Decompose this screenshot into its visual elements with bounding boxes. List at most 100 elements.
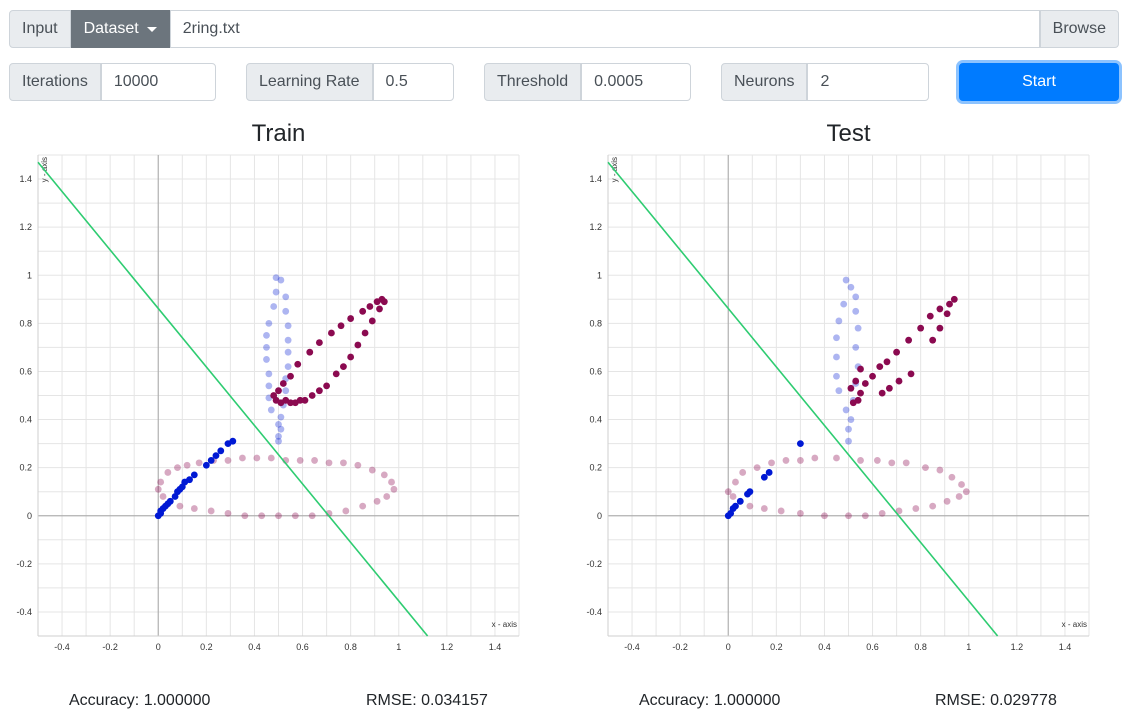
scatter-point-class-b-faded bbox=[311, 457, 318, 464]
scatter-point-class-a-faded bbox=[284, 322, 292, 330]
scatter-point-class-b bbox=[359, 307, 367, 315]
scatter-point-class-a bbox=[746, 488, 754, 496]
dataset-dropdown-label: Dataset bbox=[83, 20, 139, 37]
test-rmse: RMSE: 0.029778 bbox=[935, 692, 1057, 709]
decision-boundary-line bbox=[607, 161, 999, 637]
scatter-point-class-b-faded bbox=[760, 505, 768, 512]
scatter-point-class-b bbox=[368, 317, 376, 325]
scatter-point-class-b-faded bbox=[258, 512, 266, 520]
scatter-point-class-a-faded bbox=[835, 387, 843, 395]
scatter-point-class-a bbox=[207, 457, 215, 464]
scatter-point-class-b-faded bbox=[912, 505, 920, 512]
scatter-point-class-b-faded bbox=[797, 457, 804, 464]
start-button[interactable]: Start bbox=[959, 63, 1119, 101]
scatter-point-class-b-faded bbox=[833, 454, 840, 462]
scatter-point-class-b-faded bbox=[275, 512, 282, 520]
dataset-dropdown-button[interactable]: Dataset bbox=[70, 10, 170, 48]
scatter-point-class-a-faded bbox=[277, 276, 285, 284]
scatter-point-class-b bbox=[332, 370, 340, 378]
neurons-input[interactable]: 2 bbox=[807, 63, 929, 101]
scatter-point-class-a-faded bbox=[282, 387, 290, 395]
test-accuracy: Accuracy: 1.000000 bbox=[639, 692, 781, 709]
scatter-point-class-b bbox=[883, 358, 891, 366]
scatter-point-class-b bbox=[907, 370, 915, 378]
file-name-field[interactable]: 2ring.txt bbox=[169, 10, 1040, 48]
scatter-point-class-b-faded bbox=[729, 493, 737, 500]
scatter-point-class-b bbox=[287, 399, 294, 407]
scatter-point-class-b-faded bbox=[325, 459, 333, 467]
scatter-point-class-b bbox=[279, 380, 287, 387]
scatter-point-class-b-faded bbox=[922, 464, 929, 472]
scatter-point-class-b-faded bbox=[239, 454, 246, 462]
scatter-point-class-b-faded bbox=[878, 509, 886, 517]
threshold-group: Threshold 0.0005 bbox=[484, 63, 691, 101]
scatter-point-class-a-faded bbox=[847, 283, 855, 291]
scatter-point-class-b-faded bbox=[340, 459, 347, 467]
scatter-point-class-b-faded bbox=[390, 485, 398, 493]
scatter-point-class-a bbox=[166, 497, 174, 505]
y-tick-label: 0 bbox=[597, 511, 602, 521]
scatter-point-class-b-faded bbox=[861, 512, 869, 520]
scatter-point-class-b bbox=[857, 389, 864, 397]
scatter-point-class-a-faded bbox=[284, 336, 292, 344]
scatter-point-class-a bbox=[760, 473, 768, 481]
scatter-point-class-b-faded bbox=[164, 469, 172, 476]
learning-rate-group: Learning Rate 0.5 bbox=[246, 63, 454, 101]
scatter-point-class-b bbox=[306, 348, 314, 356]
scatter-point-class-b bbox=[869, 372, 876, 380]
y-tick-label: 1 bbox=[27, 270, 32, 280]
scatter-point-class-a bbox=[736, 497, 744, 505]
scatter-point-class-b bbox=[347, 353, 355, 361]
y-tick-label: 0.8 bbox=[589, 318, 602, 328]
scatter-point-class-b-faded bbox=[380, 471, 388, 479]
scatter-point-class-b-faded bbox=[845, 512, 852, 520]
scatter-point-class-b bbox=[893, 348, 900, 356]
x-tick-label: 0.2 bbox=[200, 642, 213, 650]
scatter-point-class-b bbox=[361, 329, 369, 337]
scatter-point-class-b bbox=[328, 329, 335, 337]
y-tick-label: 0.2 bbox=[19, 463, 32, 473]
threshold-label: Threshold bbox=[484, 63, 582, 101]
scatter-point-class-a-faded bbox=[265, 370, 273, 378]
scatter-point-class-b bbox=[885, 384, 893, 392]
scatter-point-class-b-faded bbox=[267, 454, 275, 462]
x-tick-label: 0.6 bbox=[296, 642, 309, 650]
scatter-point-class-b-faded bbox=[777, 507, 785, 515]
x-tick-label: 1.4 bbox=[1059, 642, 1072, 650]
scatter-point-class-a-faded bbox=[263, 331, 270, 339]
scatter-point-class-a-faded bbox=[845, 425, 852, 433]
scatter-point-class-b-faded bbox=[943, 497, 951, 505]
scatter-point-class-a-faded bbox=[852, 344, 860, 351]
y-tick-label: 1.4 bbox=[589, 174, 602, 184]
y-tick-label: 1.2 bbox=[589, 222, 602, 232]
scatter-point-class-a-faded bbox=[842, 276, 850, 284]
browse-button[interactable]: Browse bbox=[1039, 10, 1119, 48]
threshold-input[interactable]: 0.0005 bbox=[581, 63, 691, 101]
scatter-point-class-a-faded bbox=[270, 303, 278, 310]
y-tick-label: 0.4 bbox=[19, 415, 32, 425]
scatter-point-class-a-faded bbox=[835, 317, 843, 325]
scatter-point-class-a bbox=[202, 461, 210, 469]
iterations-input[interactable]: 10000 bbox=[100, 63, 216, 101]
train-rmse: RMSE: 0.034157 bbox=[366, 692, 488, 709]
scatter-point-class-b-faded bbox=[962, 488, 970, 496]
scatter-point-class-b-faded bbox=[895, 507, 903, 515]
scatter-point-class-a bbox=[212, 452, 220, 460]
scatter-point-class-b bbox=[301, 396, 309, 404]
x-axis-label: x - axis bbox=[1062, 620, 1087, 629]
x-tick-label: 0 bbox=[156, 642, 161, 650]
x-tick-label: 0.2 bbox=[770, 642, 783, 650]
scatter-point-class-b-faded bbox=[797, 509, 804, 517]
x-tick-label: -0.4 bbox=[624, 642, 640, 650]
scatter-point-class-b-faded bbox=[174, 464, 181, 472]
scatter-point-class-b-faded bbox=[821, 512, 828, 520]
scatter-point-class-b bbox=[936, 324, 944, 332]
scatter-point-class-b-faded bbox=[157, 478, 165, 486]
scatter-point-class-a-faded bbox=[833, 334, 840, 342]
test-chart: -0.4 -0.2 0 0.2 0.4 0.6 0.8 1 1.2 1.4 -0.4 -0.2 0 0.2… bbox=[586, 154, 1090, 650]
y-tick-label: -0.2 bbox=[16, 559, 32, 569]
scatter-point-class-a-faded bbox=[284, 348, 292, 356]
plot-area bbox=[37, 154, 520, 637]
learning-rate-input[interactable]: 0.5 bbox=[372, 63, 454, 101]
scatter-point-class-b-faded bbox=[948, 473, 956, 481]
